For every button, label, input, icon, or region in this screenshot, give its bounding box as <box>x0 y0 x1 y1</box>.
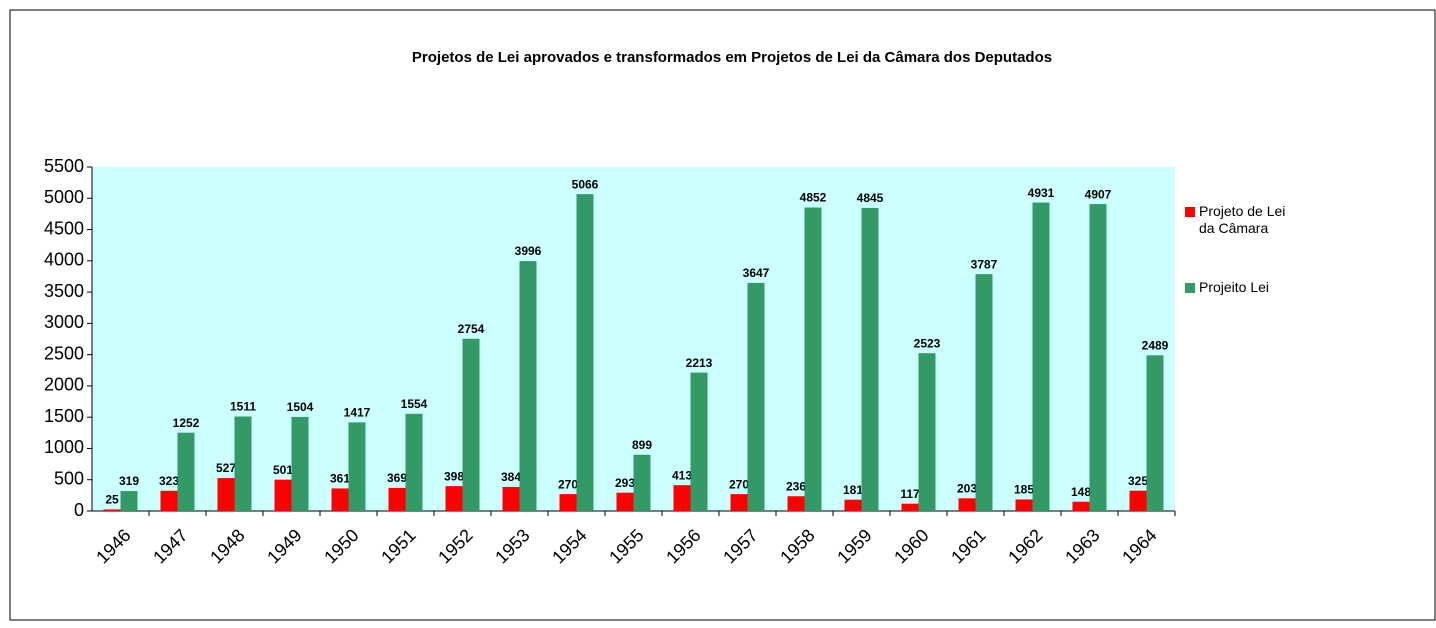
bar <box>804 207 822 511</box>
y-tick-label: 2000 <box>44 375 84 395</box>
y-tick-label: 2500 <box>44 343 84 363</box>
y-tick-label: 4500 <box>44 218 84 238</box>
data-label: 2754 <box>458 322 485 336</box>
bar <box>559 494 577 511</box>
bar <box>844 499 862 511</box>
data-label: 2213 <box>686 356 713 370</box>
bar <box>1089 204 1107 511</box>
data-label: 361 <box>330 472 350 486</box>
bar <box>462 338 480 511</box>
bar <box>861 207 879 511</box>
y-tick-label: 500 <box>54 468 84 488</box>
y-tick-label: 1500 <box>44 406 84 426</box>
bar <box>901 503 919 511</box>
bar <box>1015 499 1033 511</box>
y-tick-label: 5000 <box>44 187 84 207</box>
data-label: 181 <box>843 483 863 497</box>
bar <box>445 486 463 511</box>
data-label: 2523 <box>914 336 941 350</box>
legend-label: Projeto de Lei da Câmara <box>1199 203 1286 236</box>
data-label: 413 <box>672 468 692 482</box>
data-label: 25 <box>105 493 119 507</box>
bar <box>918 353 936 511</box>
bar <box>388 487 406 511</box>
bar <box>673 485 691 511</box>
data-label: 2489 <box>1142 338 1169 352</box>
data-label: 148 <box>1071 485 1091 499</box>
data-label: 1504 <box>287 400 314 414</box>
data-label: 5066 <box>572 177 599 191</box>
data-label: 384 <box>501 470 521 484</box>
bar <box>217 478 235 511</box>
bar <box>274 479 292 511</box>
bar <box>177 432 195 511</box>
data-label: 185 <box>1014 483 1034 497</box>
y-tick-label: 3000 <box>44 312 84 332</box>
y-tick-label: 1000 <box>44 437 84 457</box>
data-label: 236 <box>786 479 806 493</box>
data-label: 4852 <box>800 191 827 205</box>
data-label: 323 <box>159 474 179 488</box>
data-label: 369 <box>387 471 407 485</box>
bar <box>730 494 748 511</box>
data-label: 293 <box>615 476 635 490</box>
bar <box>160 490 178 511</box>
bar <box>576 194 594 512</box>
data-label: 4845 <box>857 191 884 205</box>
bar <box>1032 202 1050 511</box>
data-label: 1417 <box>344 406 371 420</box>
data-label: 3996 <box>515 244 542 258</box>
data-label: 270 <box>558 477 578 491</box>
bar <box>1129 490 1147 511</box>
y-tick-label: 0 <box>74 500 84 520</box>
data-label: 203 <box>957 481 977 495</box>
bar <box>291 416 309 511</box>
y-tick-label: 4000 <box>44 250 84 270</box>
data-label: 1554 <box>401 397 428 411</box>
bar <box>690 372 708 511</box>
data-label: 1511 <box>230 400 256 414</box>
legend-swatch <box>1185 207 1195 217</box>
bar <box>747 282 765 511</box>
bar <box>103 509 121 511</box>
bar <box>1146 355 1164 511</box>
bar <box>958 498 976 511</box>
data-label: 4907 <box>1085 187 1112 201</box>
data-label: 319 <box>119 474 139 488</box>
data-label: 398 <box>444 469 464 483</box>
legend-label: Projeito Lei <box>1199 279 1270 295</box>
bar <box>1072 501 1090 511</box>
bar <box>787 496 805 511</box>
bar <box>633 454 651 511</box>
chart-title: Projetos de Lei aprovados e transformado… <box>412 49 1052 66</box>
data-label: 3647 <box>743 266 770 280</box>
data-label: 3787 <box>971 257 998 271</box>
bar <box>616 492 634 511</box>
bar <box>975 274 993 511</box>
bar <box>502 486 520 511</box>
bar <box>120 491 138 511</box>
plot-area <box>92 167 1175 511</box>
data-label: 899 <box>632 438 652 452</box>
bar <box>519 261 537 511</box>
bar <box>348 422 366 511</box>
y-tick-label: 3500 <box>44 281 84 301</box>
data-label: 270 <box>729 477 749 491</box>
data-label: 527 <box>216 461 236 475</box>
data-label: 1252 <box>173 416 200 430</box>
bar <box>234 416 252 511</box>
data-label: 117 <box>900 487 920 501</box>
data-label: 325 <box>1128 474 1148 488</box>
bar <box>331 488 349 511</box>
data-label: 4931 <box>1028 186 1055 200</box>
bar <box>405 413 423 511</box>
y-tick-label: 5500 <box>44 156 84 176</box>
legend-swatch <box>1185 283 1195 293</box>
data-label: 501 <box>273 463 293 477</box>
